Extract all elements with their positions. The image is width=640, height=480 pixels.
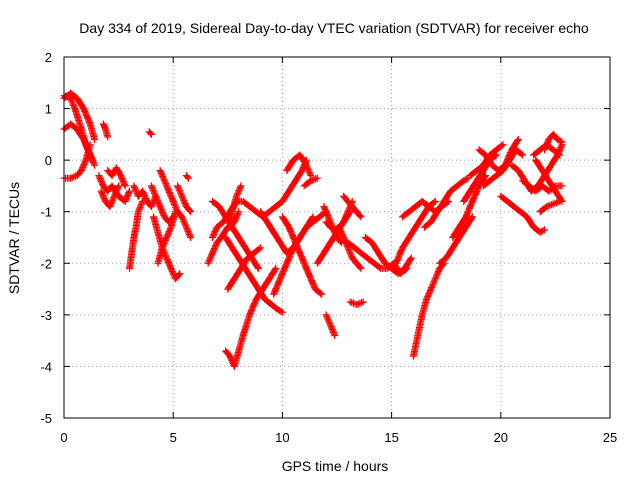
point-marks	[409, 259, 448, 360]
series-arc-k	[145, 128, 155, 138]
point-marks	[145, 128, 155, 138]
point-marks	[174, 182, 195, 216]
point-marks	[97, 182, 123, 211]
x-axis-label: GPS time / hours	[282, 458, 389, 474]
series-arc-ab	[278, 213, 326, 298]
series-arc-r	[182, 172, 192, 182]
point-marks	[346, 298, 367, 308]
x-tick-label: 10	[275, 430, 289, 445]
series-arc-am	[361, 234, 415, 278]
point-marks	[361, 234, 415, 278]
series-arc-x	[222, 264, 280, 370]
chart-title: Day 334 of 2019, Sidereal Day-to-day VTE…	[79, 20, 589, 36]
series-arc-g	[97, 182, 123, 211]
x-tick-label: 0	[60, 430, 67, 445]
series-arc-ax	[497, 192, 548, 236]
series-arc-w	[224, 244, 265, 293]
series-arc-e	[99, 120, 112, 141]
y-tick-label: -1	[40, 205, 52, 220]
series-arc-bd	[536, 197, 564, 216]
data-points	[60, 89, 566, 370]
point-marks	[436, 213, 476, 267]
point-marks	[340, 192, 365, 221]
series-arc-as	[449, 172, 489, 241]
y-tick-label: 1	[45, 102, 52, 117]
series-arc-aq	[420, 174, 472, 231]
x-tick-label: 5	[170, 430, 177, 445]
y-tick-label: -2	[40, 256, 52, 271]
point-marks	[222, 264, 280, 370]
y-tick-label: 2	[45, 50, 52, 65]
plot-frame	[63, 56, 611, 419]
point-marks	[300, 174, 321, 190]
point-marks	[104, 164, 129, 190]
series-arc-ba	[532, 156, 566, 205]
point-marks	[99, 120, 112, 141]
point-marks	[283, 151, 315, 180]
x-tick-label: 15	[384, 430, 398, 445]
point-marks	[532, 156, 566, 205]
series-arc-j	[130, 182, 160, 211]
series-arc-ak	[346, 298, 367, 308]
series-arc-o	[156, 167, 177, 205]
point-marks	[182, 172, 192, 182]
grid-lines	[64, 57, 610, 418]
point-marks	[536, 197, 564, 216]
point-marks	[169, 197, 195, 241]
y-tick-label: -4	[40, 359, 52, 374]
point-marks	[130, 182, 160, 211]
series-arc-q	[174, 182, 195, 216]
point-marks	[530, 141, 564, 159]
series-arc-ai	[335, 223, 365, 272]
y-tick-label: -3	[40, 308, 52, 323]
series-arc-aw	[479, 146, 527, 190]
point-marks	[420, 174, 472, 231]
series-arc-ac	[283, 151, 315, 180]
series-arc-ar	[436, 213, 476, 267]
series-arc-aj	[340, 192, 365, 221]
point-marks	[479, 146, 527, 190]
series-arc-ap	[409, 259, 448, 360]
series-arc-ah	[322, 311, 339, 339]
point-marks	[278, 213, 326, 298]
series-arc-i	[126, 197, 147, 272]
point-marks	[154, 208, 179, 267]
series-arc-y	[226, 182, 245, 231]
point-marks	[335, 223, 365, 272]
series-arc-ad	[300, 174, 321, 190]
point-marks	[449, 172, 489, 241]
x-tick-label: 20	[494, 430, 508, 445]
point-marks	[322, 311, 339, 339]
y-tick-label: 0	[45, 153, 52, 168]
point-marks	[126, 197, 147, 272]
point-marks	[224, 244, 265, 293]
point-marks	[156, 167, 177, 205]
y-tick-label: -5	[40, 411, 52, 426]
series-arc-bc	[530, 141, 564, 159]
point-marks	[226, 182, 245, 231]
series-arc-h	[104, 164, 129, 190]
series-arc-p	[169, 197, 195, 241]
series-arc-n	[154, 208, 179, 267]
x-tick-label: 25	[603, 430, 617, 445]
point-marks	[497, 192, 548, 236]
y-axis-label: SDTVAR / TECUs	[6, 182, 22, 294]
